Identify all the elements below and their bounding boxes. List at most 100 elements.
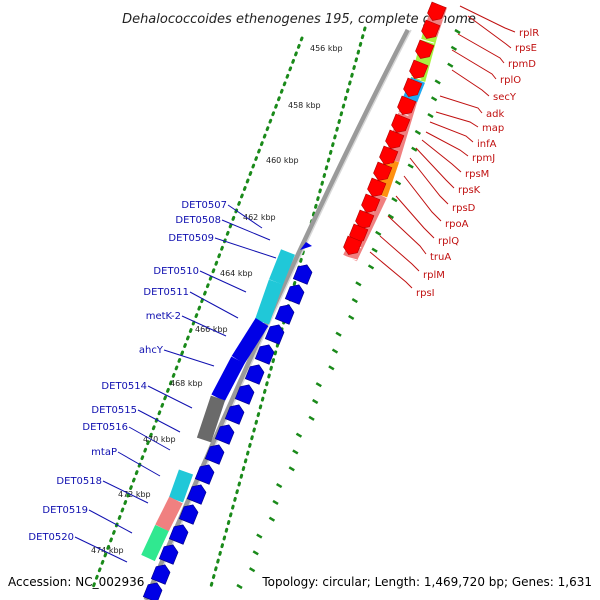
- gene-label[interactable]: ahcY: [139, 345, 164, 356]
- gene-label[interactable]: rpmD: [508, 59, 536, 70]
- label-leader: [163, 349, 215, 367]
- gene-label[interactable]: rplO: [500, 75, 521, 86]
- label-leader: [74, 536, 128, 563]
- gene-label[interactable]: rpsI: [416, 288, 435, 299]
- gene-label[interactable]: rpsK: [458, 185, 481, 196]
- gene-label[interactable]: DET0507: [181, 200, 227, 211]
- reverse-gene-arrow: [403, 77, 423, 97]
- gc-dash-track: [236, 28, 461, 590]
- gene-label[interactable]: DET0510: [153, 266, 199, 277]
- reverse-strand-features: [342, 1, 448, 262]
- label-leader: [147, 385, 193, 409]
- gene-label[interactable]: metK-2: [146, 311, 181, 322]
- gene-label[interactable]: rplQ: [438, 236, 459, 247]
- label-leader: [403, 175, 442, 222]
- forward-gene-arrowhead: [300, 242, 312, 250]
- gene-label[interactable]: DET0509: [168, 233, 214, 244]
- label-leader: [88, 509, 133, 534]
- label-leader: [467, 15, 512, 49]
- gene-label[interactable]: rpsE: [515, 43, 537, 54]
- label-leader: [102, 480, 149, 504]
- kbp-dotted-lines: [90, 26, 367, 592]
- forward-gene-labels: DET0507 DET0508 DET0509 DET0510 DET0511 …: [28, 200, 277, 563]
- forward-gene-arrow: [264, 324, 285, 345]
- gene-label[interactable]: infA: [477, 139, 497, 150]
- label-leader: [181, 315, 227, 337]
- gene-label[interactable]: secY: [493, 92, 517, 103]
- label-leader: [221, 219, 271, 241]
- gc-dash: [367, 264, 375, 270]
- label-leader: [395, 195, 435, 239]
- forward-gene-arrow: [234, 384, 255, 405]
- gene-label[interactable]: DET0514: [101, 381, 147, 392]
- gc-dash: [411, 146, 418, 152]
- reverse-gene-arrow: [379, 145, 399, 165]
- gc-dash: [268, 516, 276, 522]
- gc-dash: [394, 180, 402, 186]
- topology-text: Topology: circular; Length: 1,469,720 bp…: [261, 575, 592, 589]
- gene-label[interactable]: rplM: [423, 270, 445, 281]
- label-leader: [369, 251, 413, 289]
- kbp-dotted-line: [90, 36, 304, 592]
- gene-label[interactable]: rplR: [519, 28, 539, 39]
- forward-outer-feature: [231, 317, 269, 365]
- gc-dash: [328, 365, 335, 371]
- label-leader: [117, 451, 161, 477]
- gene-label[interactable]: DET0519: [42, 505, 88, 516]
- gene-label[interactable]: map: [482, 123, 504, 134]
- gene-label[interactable]: DET0511: [143, 287, 189, 298]
- gene-label[interactable]: DET0518: [56, 476, 102, 487]
- forward-gene-arrow: [194, 464, 215, 485]
- label-leader: [435, 111, 479, 128]
- gc-dash: [430, 96, 438, 102]
- gc-dash: [292, 449, 299, 455]
- forward-gene-arrow: [186, 484, 207, 505]
- gc-dash: [414, 129, 422, 135]
- label-leader: [214, 237, 277, 259]
- tick-label: 456 kbp: [310, 44, 343, 53]
- tick-label: 472 kbp: [118, 490, 151, 499]
- forward-gene-arrow: [150, 564, 171, 585]
- inner-separator: [342, 255, 358, 261]
- reverse-gene-arrow: [367, 177, 387, 197]
- tick-label: 468 kbp: [170, 379, 203, 388]
- gc-dash: [248, 567, 256, 573]
- forward-outer-feature: [269, 249, 295, 285]
- label-leader: [379, 235, 420, 272]
- label-leader: [451, 69, 490, 97]
- reverse-gene-labels: rplR rpsE rpmD rplO secY adk map infA rp…: [369, 5, 539, 299]
- forward-gene-arrowhead: [250, 322, 262, 330]
- reverse-gene-arrow: [415, 39, 435, 59]
- gene-label[interactable]: DET0520: [28, 532, 74, 543]
- label-leader: [189, 291, 239, 319]
- gc-dash: [387, 213, 394, 220]
- accession-text: Accession: NC_002936: [8, 575, 144, 589]
- gene-label[interactable]: rpsD: [452, 203, 476, 214]
- reverse-gene-arrow: [355, 209, 375, 229]
- forward-gene-arrow: [168, 524, 189, 545]
- gc-dash: [275, 483, 283, 489]
- gc-dash: [407, 163, 414, 169]
- gc-dash: [312, 398, 319, 405]
- gene-label[interactable]: adk: [486, 109, 504, 120]
- gene-label[interactable]: rpmJ: [472, 153, 495, 164]
- forward-gene-arrow: [178, 504, 199, 525]
- label-leader: [387, 215, 427, 255]
- label-leader: [429, 121, 474, 143]
- gene-label[interactable]: mtaP: [91, 447, 117, 458]
- reverse-gene-arrow: [391, 113, 411, 133]
- forward-gene-arrow: [284, 284, 305, 305]
- gene-label[interactable]: DET0515: [91, 405, 137, 416]
- gene-label[interactable]: DET0508: [175, 215, 221, 226]
- gene-label[interactable]: rpoA: [445, 219, 469, 230]
- gene-label[interactable]: rpsM: [465, 169, 489, 180]
- gc-dash: [391, 197, 398, 203]
- gene-label[interactable]: truA: [430, 252, 451, 263]
- forward-gene-arrow: [158, 544, 179, 565]
- gene-label[interactable]: DET0516: [82, 422, 128, 433]
- forward-outer-feature: [155, 496, 183, 532]
- gc-dash: [434, 79, 441, 85]
- label-leader: [227, 204, 263, 229]
- forward-outer-feature: [254, 279, 284, 325]
